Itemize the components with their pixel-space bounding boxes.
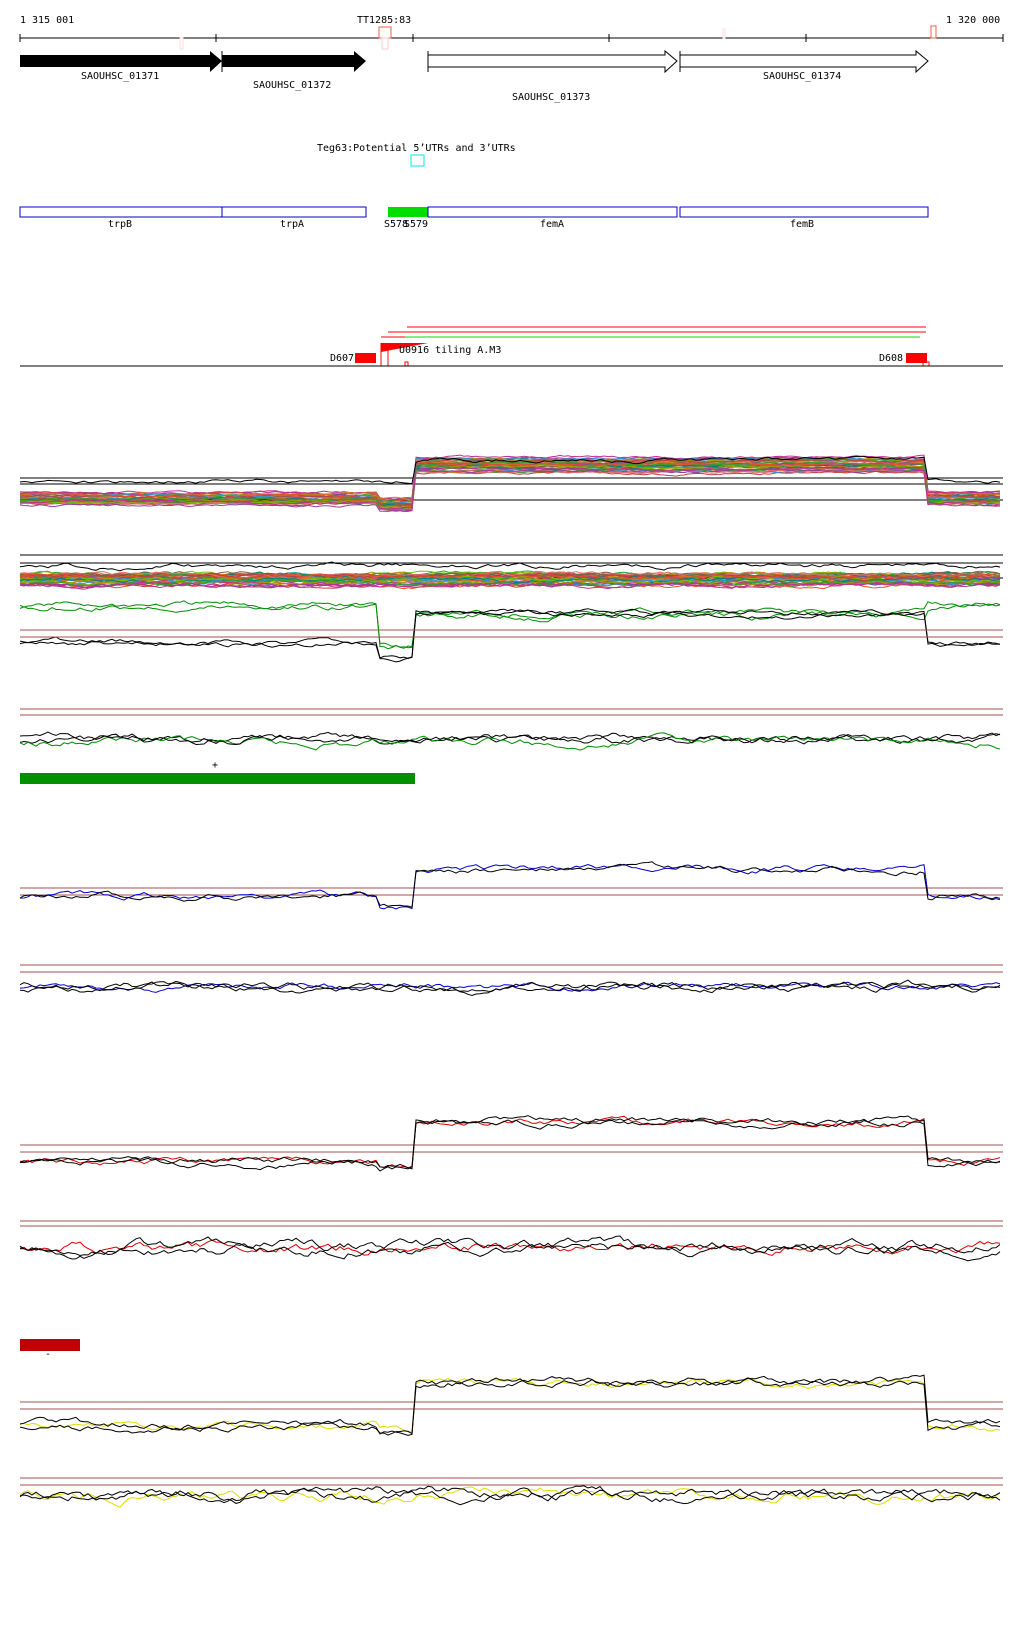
- signal-line: [19, 1235, 1001, 1257]
- gene-arrow-01372[interactable]: [222, 51, 366, 72]
- signal-line: [19, 1377, 1001, 1433]
- signal-line: [19, 1376, 1001, 1436]
- annotation-label: trpB: [108, 219, 133, 230]
- signal-line: [19, 466, 1001, 510]
- signal-line: [19, 861, 1001, 908]
- annotation-trpA[interactable]: [221, 206, 367, 218]
- feature-D607[interactable]: [355, 353, 376, 363]
- annotation-track: [19, 206, 929, 218]
- ruler-marker[interactable]: TT1285:83: [357, 15, 412, 26]
- signal-line: [19, 600, 1001, 649]
- signal-line: [19, 455, 1001, 485]
- expression-tracks: [19, 454, 1003, 1508]
- signal-line: [19, 581, 1001, 590]
- annotation-label: femA: [540, 219, 565, 230]
- feature-label-right: D608: [879, 353, 904, 364]
- signal-line: [19, 454, 1001, 500]
- signal-line: [19, 1239, 1001, 1257]
- feature-label-left: D607: [330, 353, 355, 364]
- annotation-S578-S579[interactable]: [388, 207, 428, 217]
- green-bar: [20, 773, 415, 784]
- annotation-label: S579: [404, 219, 429, 230]
- signal-line: [19, 979, 1001, 992]
- signal-line: [19, 980, 1001, 997]
- signal-line: [19, 467, 1001, 512]
- signal-line: [19, 1241, 1001, 1262]
- ruler-start: 1 315 001: [20, 15, 75, 26]
- feature-D608[interactable]: [906, 353, 927, 363]
- ruler: [19, 25, 1004, 50]
- annotation-label: trpA: [280, 219, 305, 230]
- signal-line: [19, 1115, 1001, 1170]
- signal-line: [19, 464, 1001, 507]
- signal-line: [19, 1485, 1001, 1506]
- feature-track: [20, 326, 1003, 367]
- gene-label[interactable]: SAOUHSC_01374: [763, 71, 842, 82]
- ruler-end: 1 320 000: [946, 15, 1001, 26]
- plus-mark: +: [212, 760, 219, 771]
- feature-label-overlap: U0916 tiling A.M3: [399, 345, 502, 356]
- signal-line: [19, 609, 1001, 663]
- annotation-label: femB: [790, 219, 815, 230]
- signal-line: [19, 1115, 1001, 1169]
- annotation-label: S578: [384, 219, 409, 230]
- gene-label[interactable]: SAOUHSC_01372: [253, 80, 332, 91]
- signal-line: [19, 469, 1001, 511]
- signal-line: [19, 575, 1001, 584]
- signal-line: [19, 863, 1001, 910]
- signal-line: [19, 981, 1001, 993]
- annotation-femA[interactable]: [427, 206, 678, 218]
- signal-line: [19, 1118, 1001, 1172]
- signal-line: [19, 1374, 1001, 1436]
- gene-label[interactable]: SAOUHSC_01373: [512, 92, 591, 103]
- gene-arrow-01373[interactable]: [427, 49, 678, 74]
- red-bar: [20, 1339, 80, 1351]
- minus-mark: -: [45, 1349, 52, 1360]
- signal-line: [19, 579, 1001, 587]
- annotation-femB[interactable]: [679, 206, 929, 218]
- signal-line: [19, 572, 1001, 580]
- signal-line: [19, 561, 1001, 572]
- signal-line: [19, 731, 1001, 746]
- annotation-trpB[interactable]: [19, 206, 223, 218]
- signal-line: [19, 732, 1001, 751]
- gene-arrow-01374[interactable]: [679, 49, 929, 74]
- signal-line: [19, 461, 1001, 507]
- utr-track-label: Teg63:Potential 5’UTRs and 3’UTRs: [317, 143, 516, 154]
- gene-arrow-01371[interactable]: [20, 51, 222, 72]
- utr-box[interactable]: [410, 154, 425, 167]
- gene-track: [20, 49, 929, 74]
- signal-line: [19, 1486, 1001, 1508]
- gene-label[interactable]: SAOUHSC_01371: [81, 71, 160, 82]
